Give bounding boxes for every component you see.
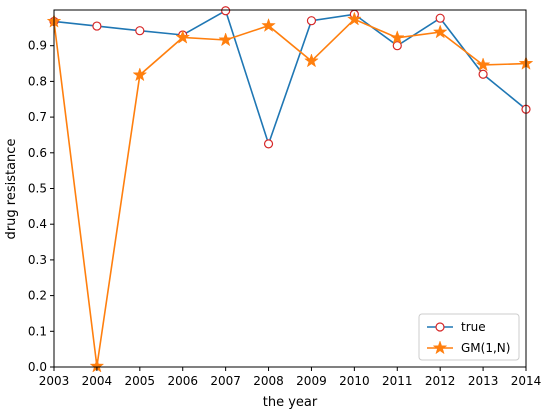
legend: true GM(1,N) bbox=[418, 313, 520, 361]
data-point-gm bbox=[346, 11, 362, 26]
y-tick-label: 0.7 bbox=[28, 110, 47, 124]
x-tick-label: 2011 bbox=[382, 374, 413, 388]
data-point-true bbox=[306, 16, 317, 26]
data-point-gm bbox=[432, 24, 448, 39]
y-tick-label: 0.2 bbox=[28, 289, 47, 303]
x-tick-label: 2013 bbox=[468, 374, 499, 388]
x-tick-label: 2012 bbox=[425, 374, 456, 388]
data-point-gm bbox=[475, 57, 491, 72]
legend-label: true bbox=[461, 320, 486, 334]
data-point-true bbox=[435, 13, 445, 23]
data-point-true bbox=[263, 139, 274, 149]
data-point-gm bbox=[304, 53, 319, 68]
x-tick-label: 2014 bbox=[511, 374, 542, 388]
data-point-true bbox=[392, 41, 402, 51]
y-tick-label: 0.1 bbox=[28, 324, 47, 338]
x-tick-label: 2010 bbox=[339, 374, 370, 388]
legend-label: GM(1,N) bbox=[461, 341, 510, 355]
data-point-true bbox=[92, 21, 102, 31]
x-tick-label: 2008 bbox=[253, 374, 284, 388]
axes-frame bbox=[53, 9, 527, 368]
y-axis: 0.0 0.1 0.2 0.3 0.4 0.5 0.6 0.7 0.8 0.9 bbox=[28, 39, 54, 374]
data-point-true bbox=[221, 6, 231, 16]
series-line-gm bbox=[53, 18, 527, 367]
data-point-gm bbox=[261, 17, 276, 32]
x-tick-label: 2009 bbox=[296, 374, 327, 388]
y-tick-label: 0.0 bbox=[28, 360, 47, 374]
plot-area bbox=[46, 6, 534, 373]
legend-marker-circle bbox=[435, 322, 445, 332]
y-tick-label: 0.4 bbox=[28, 217, 47, 231]
y-tick-label: 0.5 bbox=[28, 182, 47, 196]
y-tick-label: 0.3 bbox=[28, 253, 47, 267]
x-axis: 2003 2004 2005 2006 2007 2008 2009 2010 2011 2012… bbox=[39, 367, 542, 388]
legend-marker-star bbox=[432, 340, 448, 355]
data-point-gm bbox=[175, 29, 191, 44]
y-tick-label: 0.8 bbox=[28, 74, 47, 88]
series-line-true bbox=[53, 9, 527, 147]
x-tick-label: 2006 bbox=[167, 374, 198, 388]
x-tick-label: 2003 bbox=[39, 374, 70, 388]
x-axis-label: the year bbox=[263, 395, 318, 410]
y-tick-label: 0.9 bbox=[28, 39, 47, 53]
data-point-gm bbox=[218, 32, 234, 47]
x-tick-label: 2007 bbox=[210, 374, 241, 388]
y-tick-label: 0.6 bbox=[28, 146, 47, 160]
y-axis-label: drug resistance bbox=[4, 139, 19, 240]
x-tick-label: 2004 bbox=[82, 374, 113, 388]
data-point-true bbox=[478, 69, 488, 79]
data-point-gm bbox=[132, 67, 148, 82]
data-point-true bbox=[135, 26, 145, 36]
x-tick-label: 2005 bbox=[125, 374, 156, 388]
data-point-gm bbox=[389, 30, 405, 45]
